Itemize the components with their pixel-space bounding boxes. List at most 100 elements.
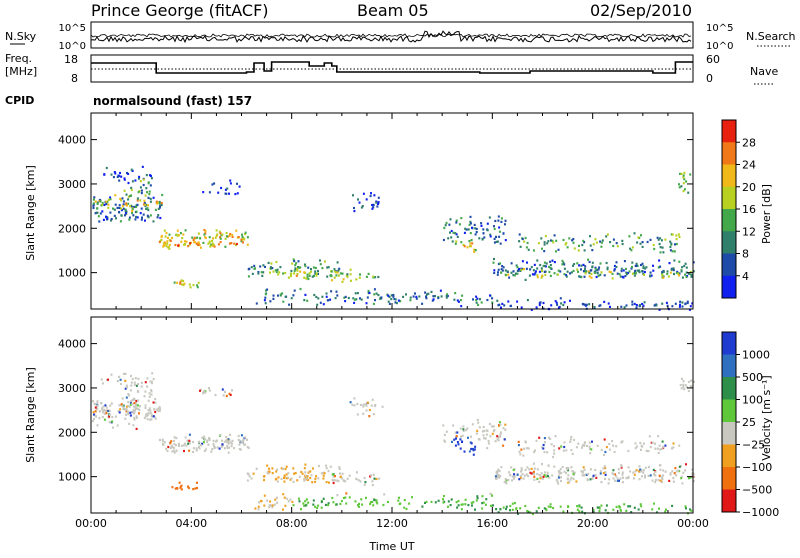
velocity-cell [271, 504, 274, 507]
power-cell [500, 271, 503, 274]
velocity-cell [642, 469, 645, 472]
power-cell [149, 184, 152, 187]
velocity-cell [621, 440, 624, 443]
velocity-cell [208, 437, 210, 440]
velocity-cell [118, 411, 121, 414]
velocity-cell [521, 473, 524, 476]
velocity-cell [133, 402, 136, 405]
velocity-cell [689, 508, 691, 511]
power-cell [659, 246, 662, 249]
velocity-cell [472, 501, 475, 504]
velocity-cell [138, 408, 141, 412]
power-cell [297, 260, 300, 263]
power-cell [475, 295, 478, 298]
velocity-cell [533, 451, 536, 454]
power-cell [544, 273, 547, 276]
power-cell [684, 302, 687, 306]
power-cell [683, 171, 686, 174]
power-cell [296, 269, 299, 272]
velocity-cell [119, 382, 122, 386]
power-cell [689, 270, 692, 274]
velocity-cell [603, 438, 606, 441]
power-cell [271, 267, 274, 270]
velocity-cell [91, 420, 94, 423]
velocity-cell [511, 502, 514, 505]
velocity-cell [202, 391, 205, 394]
power-cell [491, 297, 494, 300]
power-cell [360, 206, 363, 209]
power-cell [649, 274, 651, 277]
power-cell [633, 232, 636, 235]
velocity-cell [619, 477, 622, 480]
power-cell [323, 260, 326, 263]
velocity-cell [129, 389, 132, 392]
power-cell [601, 239, 604, 242]
power-cell [255, 302, 258, 305]
power-cell [112, 207, 114, 210]
power-cell [377, 294, 380, 297]
power-y-axis-label: Slant Range [km] [24, 165, 37, 261]
power-cell [147, 196, 150, 199]
power-cell [106, 200, 109, 203]
velocity-cell [226, 440, 229, 443]
velocity-cell [372, 413, 375, 416]
power-cell [424, 291, 427, 294]
velocity-cell [527, 474, 529, 478]
power-cell [399, 300, 402, 303]
power-cell [269, 266, 272, 269]
power-cell [463, 245, 466, 248]
velocity-cell [499, 508, 502, 511]
power-cell [131, 212, 134, 215]
velocity-colorbar-label: Velocity [m s⁻¹] [760, 375, 773, 460]
velocity-cell [647, 450, 650, 453]
power-cell [337, 269, 340, 272]
power-cell [620, 267, 623, 270]
power-cell [498, 235, 501, 238]
velocity-cell [661, 477, 664, 480]
power-cell [468, 245, 471, 248]
power-cell [635, 272, 638, 275]
velocity-cell [492, 504, 494, 507]
power-cell [114, 203, 117, 206]
velocity-cell [598, 507, 601, 510]
velocity-cell [523, 474, 526, 477]
velocity-cell [276, 480, 279, 483]
power-cell [158, 206, 161, 209]
velocity-cell [325, 481, 328, 484]
power-cell [678, 305, 681, 308]
velocity-cell [660, 447, 663, 450]
velocity-cell [344, 496, 347, 499]
power-cell [192, 284, 195, 287]
station-title: Prince George (fitACF) [91, 1, 269, 20]
power-cell [92, 198, 95, 201]
velocity-cell [199, 389, 201, 392]
velocity-cell [183, 449, 185, 453]
power-cell [475, 299, 478, 302]
power-cell [293, 289, 296, 292]
velocity-cell [489, 492, 492, 495]
power-cell [445, 296, 448, 299]
power-cell [611, 272, 614, 275]
velocity-cell [497, 439, 500, 442]
velocity-cell [471, 504, 473, 507]
velocity-cell [346, 477, 349, 480]
velocity-cell [285, 465, 288, 468]
power-cell [141, 165, 144, 168]
velocity-cell [510, 466, 513, 469]
velocity-cell [595, 476, 598, 479]
colorbar-swatch [722, 332, 736, 355]
velocity-cell [654, 442, 656, 445]
velocity-cell [464, 503, 467, 506]
velocity-cell [487, 442, 490, 445]
power-cell [152, 196, 155, 199]
velocity-cell [382, 503, 385, 507]
power-cell [526, 299, 529, 302]
velocity-cell [496, 470, 499, 473]
velocity-cell [544, 471, 547, 474]
velocity-cell [257, 505, 260, 508]
velocity-cell [403, 506, 406, 509]
velocity-cell [175, 444, 178, 447]
power-cell [303, 276, 306, 279]
power-cell [662, 251, 665, 254]
power-cell [599, 240, 602, 243]
